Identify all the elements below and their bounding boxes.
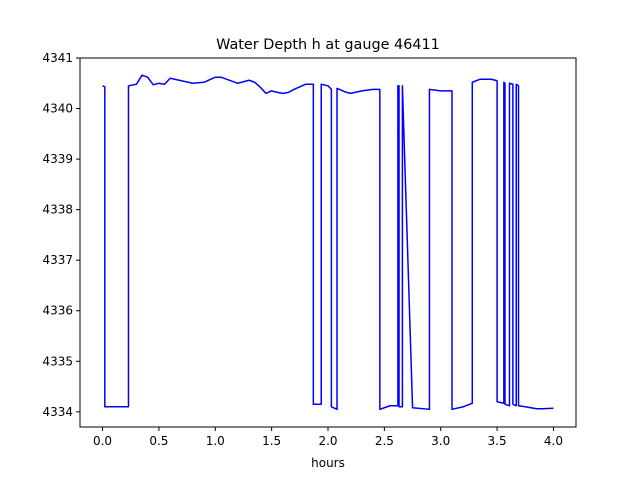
x-tick-label: 0.0: [93, 434, 112, 448]
y-tick-label: 4341: [42, 51, 73, 65]
x-axis: 0.0 0.5 1.0 1.5 2.0 2.5 3.0 3.5 4.0: [93, 427, 563, 448]
x-tick-label: 2.5: [375, 434, 394, 448]
x-tick-label: 1.5: [262, 434, 281, 448]
series-line-0: [102, 74, 554, 411]
chart-title: Water Depth h at gauge 46411: [216, 37, 440, 53]
y-tick-label: 4337: [42, 253, 73, 267]
y-tick-label: 4334: [42, 405, 73, 419]
y-tick-label: 4335: [42, 354, 73, 368]
y-axis: 4334 4335 4336 4337 4338 4339 4340 4341: [42, 51, 80, 419]
x-tick-label: 2.0: [318, 434, 337, 448]
y-tick-label: 4338: [42, 203, 73, 217]
x-tick-label: 1.0: [206, 434, 225, 448]
y-tick-label: 4336: [42, 304, 73, 318]
x-axis-label: hours: [311, 456, 345, 470]
x-tick-label: 0.5: [149, 434, 168, 448]
x-tick-label: 3.5: [488, 434, 507, 448]
plot-frame: [79, 57, 577, 428]
plot-area: [79, 57, 577, 428]
y-tick-label: 4339: [42, 152, 73, 166]
x-tick-label: 4.0: [544, 434, 563, 448]
x-tick-label: 3.0: [431, 434, 450, 448]
y-tick-label: 4340: [42, 102, 73, 116]
